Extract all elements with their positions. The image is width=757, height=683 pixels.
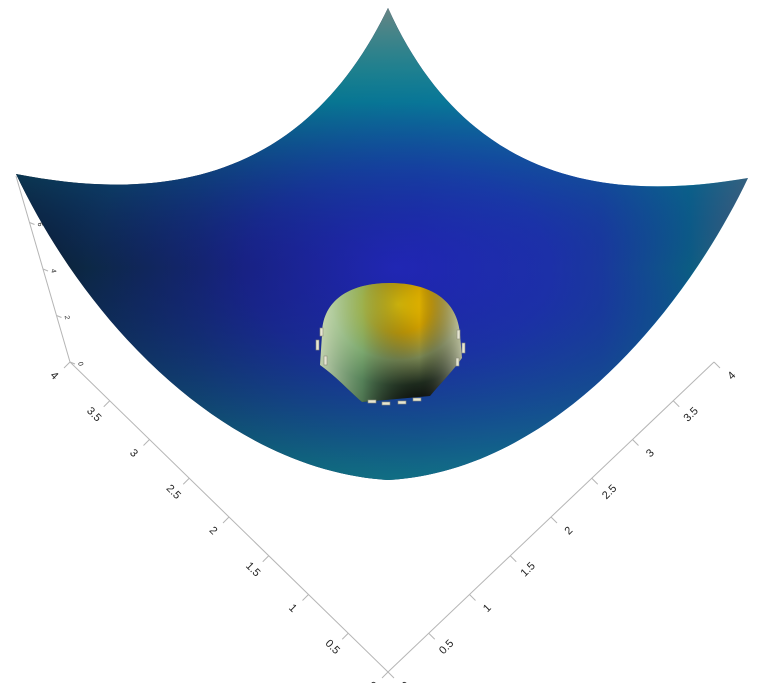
y-tick-mark — [182, 477, 190, 485]
y-tick-mark — [63, 361, 71, 369]
x-tick-mark — [672, 400, 680, 408]
dome-surface — [315, 283, 466, 406]
y-tick-label: 3 — [127, 447, 140, 460]
x-tick-label: 2 — [563, 525, 576, 538]
z-tick-label: 2 — [63, 315, 71, 320]
y-tick-mark — [302, 594, 309, 601]
y-tick-label: 0 — [366, 680, 379, 683]
z-tick-mark — [42, 268, 49, 272]
z-tick-mark — [69, 361, 76, 365]
x-tick-mark — [469, 594, 476, 601]
x-tick-mark — [713, 361, 721, 369]
bowl-surface-highlight — [16, 8, 748, 480]
y-tick-mark — [103, 400, 111, 408]
y-tick-mark — [381, 671, 389, 679]
x-tick-label: 1.5 — [519, 560, 538, 579]
z-tick-mark — [29, 222, 35, 225]
y-tick-label: 1 — [286, 602, 299, 615]
x-tick-mark — [591, 477, 599, 485]
dome-side-tint — [320, 283, 462, 402]
x-tick-mark — [387, 671, 395, 679]
y-tick-mark — [222, 516, 230, 524]
x-tick-label: 4 — [726, 370, 739, 383]
x-tick-mark — [632, 439, 639, 446]
y-tick-label: 0.5 — [323, 638, 342, 657]
y-tick-label: 2 — [207, 525, 220, 538]
x-tick-mark — [509, 555, 517, 563]
y-tick-label: 2.5 — [164, 483, 183, 502]
y-tick-mark — [143, 439, 150, 446]
x-tick-label: 1 — [481, 602, 494, 615]
z-tick-label: 6 — [36, 222, 44, 227]
bowl-surface — [16, 8, 748, 480]
z-tick-label: 4 — [49, 268, 57, 273]
x-tick-label: 0 — [400, 680, 413, 683]
y-tick-mark — [341, 632, 349, 640]
y-tick-label: 4 — [48, 370, 61, 383]
dome-rim-fringe — [315, 327, 466, 406]
y-tick-label: 1.5 — [243, 560, 262, 579]
z-tick-label: 0 — [76, 361, 84, 366]
x-tick-mark — [550, 516, 558, 524]
x-tick-label: 2.5 — [600, 483, 619, 502]
z-tick-mark — [56, 315, 62, 318]
y-tick-label: 3.5 — [84, 405, 103, 424]
x-tick-mark — [428, 632, 436, 640]
x-tick-label: 3.5 — [682, 405, 701, 424]
y-tick-mark — [262, 555, 270, 563]
x-tick-label: 3 — [644, 447, 657, 460]
x-tick-label: 0.5 — [437, 638, 456, 657]
